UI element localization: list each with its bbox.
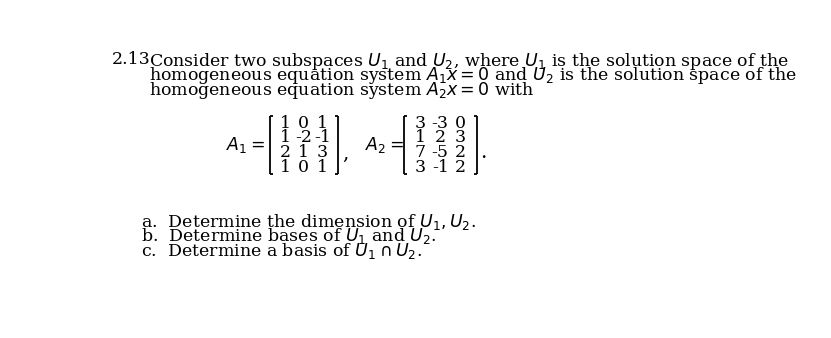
Text: 3: 3 [455,129,466,146]
Text: 1: 1 [280,129,291,146]
Text: 1: 1 [415,129,425,146]
Text: homogeneous equation system $A_1x = 0$ and $U_2$ is the solution space of the: homogeneous equation system $A_1x = 0$ a… [149,65,797,86]
Text: c.  Determine a basis of $U_1 \cap U_2$.: c. Determine a basis of $U_1 \cap U_2$. [141,241,422,261]
Text: 7: 7 [415,144,425,161]
Text: 1: 1 [317,115,328,132]
Text: 2: 2 [280,144,291,161]
Text: b.  Determine bases of $U_1$ and $U_2$.: b. Determine bases of $U_1$ and $U_2$. [141,226,436,246]
Text: 0: 0 [455,115,466,132]
Text: 1: 1 [298,144,309,161]
Text: 2: 2 [455,144,466,161]
Text: 2.13: 2.13 [111,51,150,68]
Text: 2: 2 [455,159,466,176]
Text: $A_1 =$: $A_1 =$ [226,135,265,155]
Text: .: . [479,143,486,163]
Text: Consider two subspaces $U_1$ and $U_2$, where $U_1$ is the solution space of the: Consider two subspaces $U_1$ and $U_2$, … [149,51,789,72]
Text: 2: 2 [435,129,445,146]
Text: a.  Determine the dimension of $U_1, U_2$.: a. Determine the dimension of $U_1, U_2$… [141,212,476,232]
Text: -1: -1 [314,129,331,146]
Text: -5: -5 [432,144,449,161]
Text: 3: 3 [415,115,425,132]
Text: $A_2 =$: $A_2 =$ [365,135,404,155]
Text: 1: 1 [280,159,291,176]
Text: ,: , [342,143,348,163]
Text: 0: 0 [298,115,309,132]
Text: -1: -1 [432,159,449,176]
Text: -3: -3 [432,115,449,132]
Text: 3: 3 [415,159,425,176]
Text: 1: 1 [317,159,328,176]
Text: -2: -2 [295,129,312,146]
Text: 0: 0 [298,159,309,176]
Text: 1: 1 [280,115,291,132]
Text: homogeneous equation system $A_2x = 0$ with: homogeneous equation system $A_2x = 0$ w… [149,80,534,101]
Text: 3: 3 [317,144,328,161]
